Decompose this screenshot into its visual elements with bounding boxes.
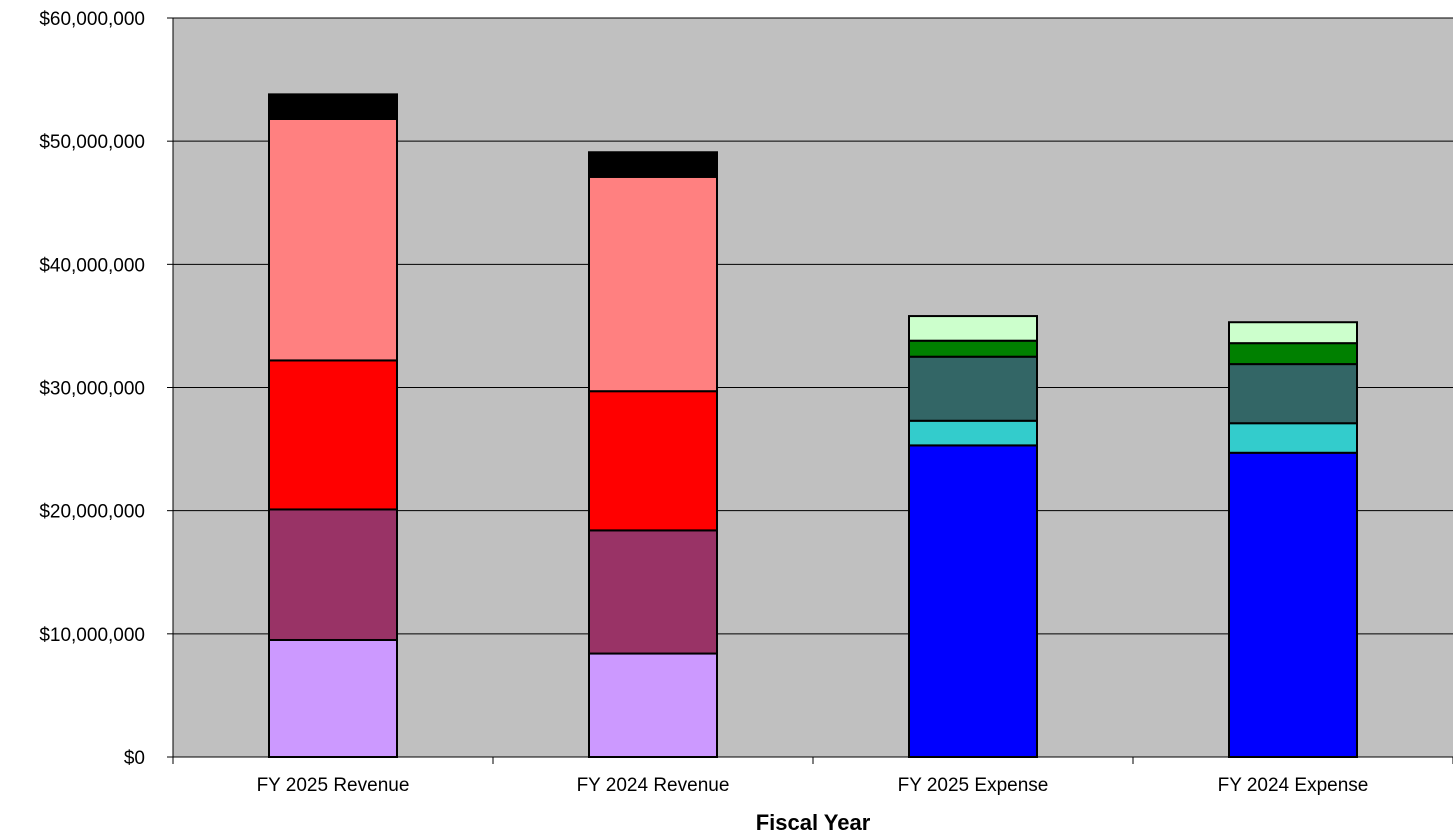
x-tick-labels: FY 2025 Revenue FY 2024 Revenue FY 2025 Ex…: [257, 775, 1369, 796]
y-tick-label: $30,000,000: [39, 379, 145, 400]
x-axis-title: Fiscal Year: [756, 810, 871, 835]
bar-segment: [588, 390, 718, 532]
y-tick-label: $40,000,000: [39, 255, 145, 276]
bars: [268, 93, 1358, 758]
bar-segment: [1228, 342, 1358, 366]
x-tick-label: FY 2024 Expense: [1218, 775, 1369, 796]
y-tick-label: $60,000,000: [39, 9, 145, 30]
bar-segment: [268, 117, 398, 362]
bar-segment: [588, 151, 718, 178]
x-tick-label: FY 2025 Expense: [898, 775, 1049, 796]
bar-segment: [268, 93, 398, 120]
bar-segment: [1228, 363, 1358, 425]
bar-segment: [268, 359, 398, 511]
x-tick-label: FY 2024 Revenue: [577, 775, 730, 796]
bar-segment: [908, 355, 1038, 422]
bar-segment: [268, 638, 398, 758]
y-tick-label: $50,000,000: [39, 132, 145, 153]
bar-segment: [588, 652, 718, 758]
bar-segment: [1228, 422, 1358, 454]
bar-segment: [588, 175, 718, 393]
bar-segment: [908, 315, 1038, 342]
y-tick-label: $10,000,000: [39, 625, 145, 646]
bar-segment: [908, 444, 1038, 758]
bar-segment: [588, 529, 718, 655]
bar-segment: [1228, 321, 1358, 345]
y-tick-label: $0: [124, 748, 145, 769]
bar-segment: [1228, 451, 1358, 758]
bar-segment: [908, 419, 1038, 447]
bar-segment: [908, 339, 1038, 358]
bar-segment: [268, 508, 398, 641]
y-tick-label: $20,000,000: [39, 502, 145, 523]
x-tick-label: FY 2025 Revenue: [257, 775, 410, 796]
axes: [167, 17, 1453, 764]
y-tick-labels: $0 $10,000,000 $20,000,000 $30,000,000 $40,0…: [39, 9, 145, 769]
